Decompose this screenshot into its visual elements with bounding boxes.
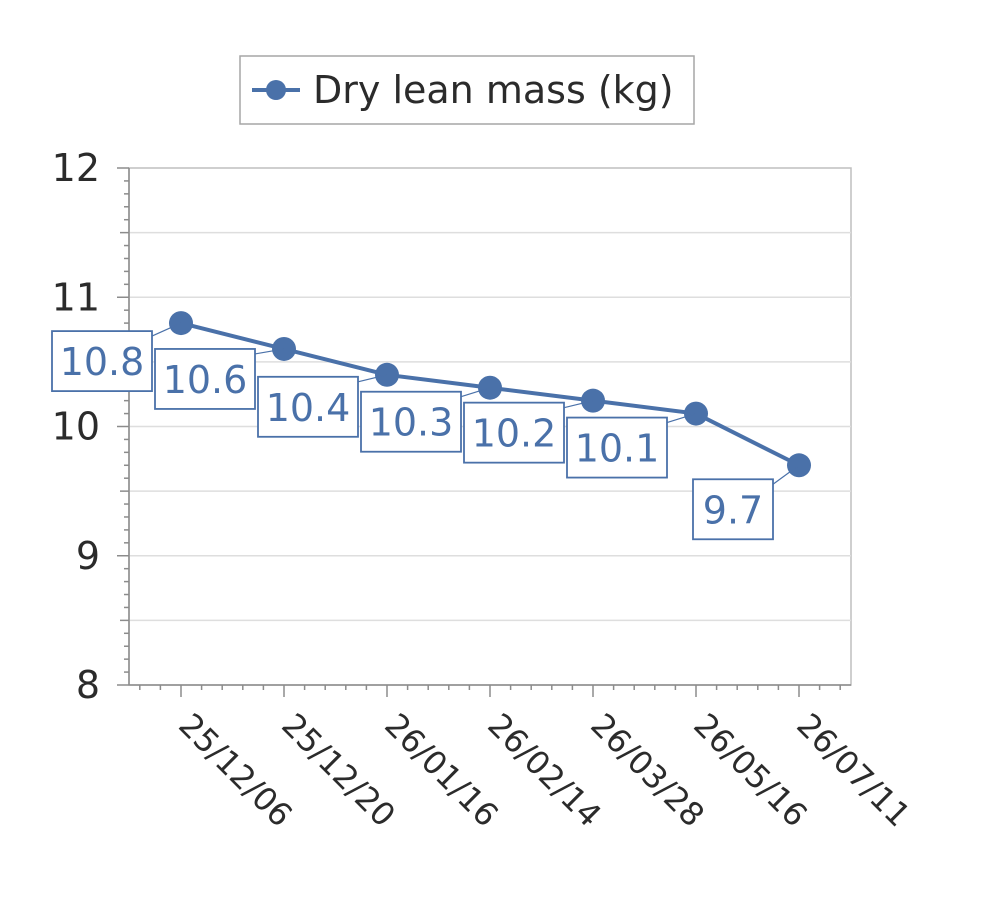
x-axis-ticks: 25/12/0625/12/2026/01/1626/02/1426/03/28… xyxy=(139,685,918,834)
legend-series-label: Dry lean mass (kg) xyxy=(313,68,674,112)
data-label-box xyxy=(154,348,256,410)
data-label-leader xyxy=(772,464,800,485)
data-label: 10.1 xyxy=(575,427,660,471)
y-tick-label: 9 xyxy=(76,534,100,578)
y-tick-label: 10 xyxy=(52,405,100,449)
data-label: 10.6 xyxy=(163,358,248,402)
data-label-box xyxy=(692,478,774,541)
legend-box xyxy=(239,55,695,125)
y-tick-label: 12 xyxy=(52,146,100,190)
legend-series-marker xyxy=(266,80,286,100)
y-tick-label: 11 xyxy=(52,275,100,319)
data-label-box xyxy=(360,390,462,453)
data-label: 10.2 xyxy=(472,412,557,456)
data-label-leader xyxy=(460,387,491,398)
legend: Dry lean mass (kg) xyxy=(239,55,695,125)
data-label-leader xyxy=(151,322,182,337)
y-tick-label: 8 xyxy=(76,663,100,707)
data-label: 10.3 xyxy=(369,401,454,445)
x-tick-label: 26/07/11 xyxy=(789,706,917,834)
data-label-leader xyxy=(563,400,594,409)
data-label-leader xyxy=(666,413,697,424)
data-label-leader xyxy=(254,348,285,355)
data-label-box xyxy=(257,375,359,438)
y-axis-ticks: 12 11 10 9 8 xyxy=(52,146,129,707)
data-label: 9.7 xyxy=(703,488,763,532)
data-label: 10.4 xyxy=(266,386,351,430)
data-label-leader xyxy=(357,374,388,383)
data-label-box xyxy=(566,416,668,479)
data-label-box xyxy=(463,401,565,464)
data-label: 10.8 xyxy=(60,340,145,384)
data-labels: 10.8 10.6 10.4 10.3 10.2 10.1 9.7 xyxy=(51,322,800,541)
data-label-box xyxy=(51,330,153,393)
